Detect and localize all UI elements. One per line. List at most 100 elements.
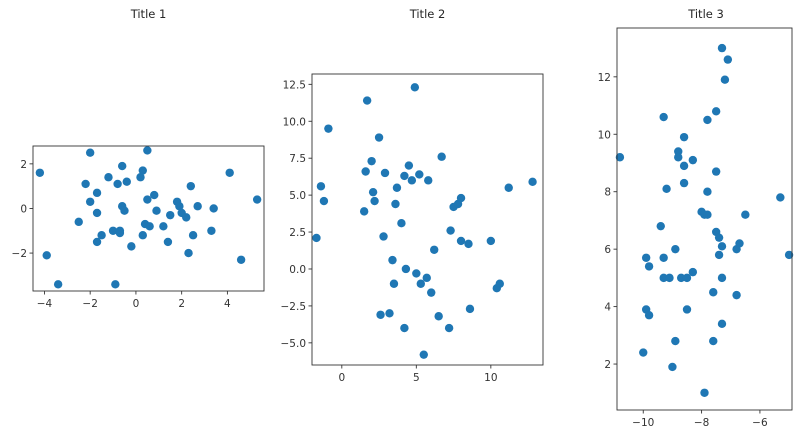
x-tick-label: −8: [694, 417, 709, 429]
scatter-point: [641, 253, 651, 262]
subplot-2-ticks: 0 5 10 −5.0 −2.5 0.0 2.5 5.0 7.5 10.0 12.5: [281, 79, 498, 384]
scatter-point: [456, 193, 466, 203]
scatter-point: [700, 388, 709, 397]
scatter-point: [679, 132, 689, 142]
scatter-point: [424, 176, 433, 185]
scatter-point: [42, 251, 51, 260]
scatter-point: [362, 96, 372, 105]
y-tick-label: −2: [12, 248, 27, 260]
subplot-1-title: Title 1: [130, 7, 167, 21]
scatter-point: [703, 210, 712, 219]
subplot-3-points: [615, 43, 794, 397]
scatter-point: [85, 197, 95, 206]
scatter-point: [374, 133, 384, 142]
scatter-point: [776, 193, 785, 202]
x-tick-label: 0: [133, 298, 140, 310]
scatter-point: [720, 75, 730, 84]
subplot-1-ticks: −4 −2 0 2 4 −2 0 2: [12, 159, 232, 310]
scatter-point: [138, 231, 147, 240]
scatter-point: [735, 239, 744, 248]
scatter-point: [682, 305, 692, 314]
scatter-point: [444, 323, 454, 333]
scatter-point: [209, 204, 218, 213]
scatter-point: [437, 152, 446, 161]
scatter-point: [400, 323, 409, 333]
scatter-point: [81, 179, 90, 189]
scatter-point: [427, 288, 436, 297]
scatter-point: [376, 310, 385, 319]
scatter-point: [528, 177, 537, 187]
scatter-point: [193, 202, 202, 211]
x-tick-label: −2: [82, 298, 97, 310]
y-tick-label: 2.5: [289, 227, 306, 239]
y-tick-label: 0.0: [289, 264, 306, 276]
scatter-point: [385, 309, 394, 318]
scatter-point: [127, 242, 136, 251]
scatter-point: [97, 231, 106, 240]
scatter-point: [668, 362, 677, 372]
scatter-point: [415, 170, 424, 179]
scatter-point: [182, 213, 191, 222]
scatter-point: [644, 262, 654, 271]
y-tick-label: 10: [598, 129, 611, 141]
scatter-point: [361, 167, 370, 176]
scatter-point: [495, 279, 504, 288]
scatter-point: [316, 182, 326, 191]
scatter-point: [717, 242, 727, 251]
scatter-point: [163, 237, 173, 247]
y-tick-label: 4: [604, 302, 611, 314]
scatter-point: [711, 107, 721, 116]
scatter-point: [184, 248, 193, 258]
y-tick-label: 0: [20, 203, 27, 215]
scatter-point: [115, 228, 125, 238]
scatter-point: [85, 148, 95, 157]
scatter-point: [446, 226, 455, 235]
scatter-point: [434, 312, 443, 321]
subplot-3-axes-frame: [616, 27, 793, 411]
scatter-point: [53, 280, 63, 289]
scatter-point: [717, 319, 727, 329]
scatter-point: [370, 196, 379, 206]
y-tick-label: 12.5: [283, 79, 306, 91]
x-tick-label: 2: [178, 298, 185, 310]
subplot-1-axes-frame: [32, 145, 265, 292]
scatter-point: [388, 255, 397, 265]
scatter-point: [688, 155, 698, 165]
scatter-point: [145, 222, 154, 231]
scatter-point: [674, 147, 683, 156]
scatter-point: [419, 350, 428, 359]
scatter-point: [122, 177, 131, 186]
scatter-point: [136, 173, 145, 182]
scatter-point: [166, 210, 175, 220]
scatter-point: [456, 236, 466, 246]
subplot-2-axes-frame: [311, 73, 544, 366]
scatter-point: [236, 255, 246, 264]
y-tick-label: −5.0: [281, 338, 307, 350]
scatter-point: [391, 199, 400, 209]
scatter-point: [659, 273, 668, 283]
scatter-point: [416, 279, 425, 288]
scatter-point: [714, 250, 724, 260]
scatter-point: [703, 115, 712, 125]
scatter-point: [117, 161, 127, 171]
y-tick-label: 2: [20, 159, 27, 171]
scatter-point: [188, 231, 198, 240]
scatter-point: [138, 166, 147, 175]
scatter-point: [644, 311, 654, 320]
scatter-point: [676, 273, 686, 283]
y-tick-label: −2.5: [281, 301, 307, 313]
scatter-point: [367, 156, 376, 166]
subplot-3: Title 3 −10 −8 −6 2 4 6 8 10 12: [598, 7, 794, 429]
scatter-point: [35, 168, 45, 177]
scatter-point: [324, 124, 333, 133]
scatter-point: [732, 290, 741, 300]
scatter-point: [464, 239, 473, 249]
scatter-point: [400, 171, 409, 181]
scatter-point: [401, 264, 411, 274]
scatter-point: [143, 195, 152, 204]
x-tick-label: 0: [338, 372, 345, 384]
scatter-point: [368, 187, 378, 197]
scatter-point: [120, 206, 129, 215]
scatter-point: [717, 43, 727, 53]
scatter-point: [615, 153, 625, 162]
